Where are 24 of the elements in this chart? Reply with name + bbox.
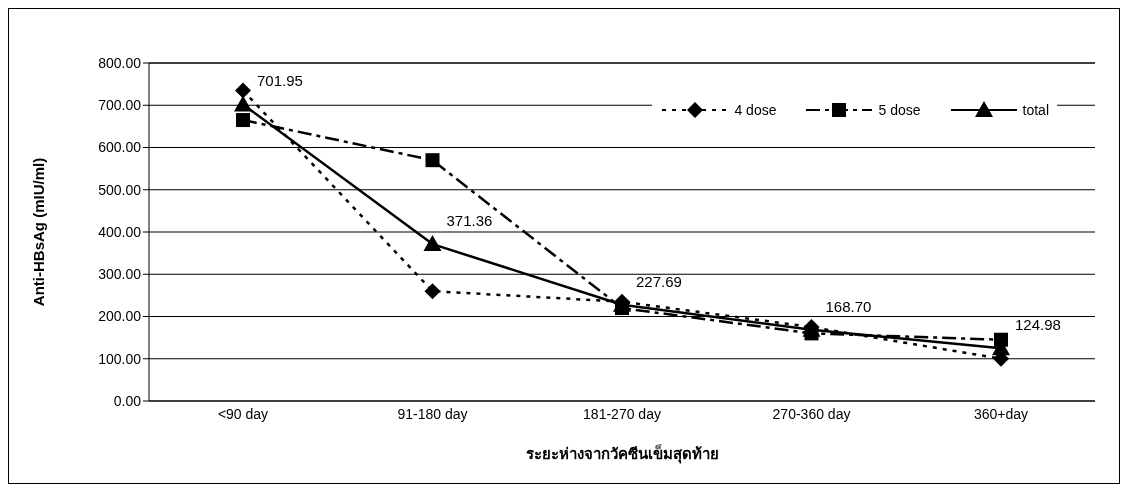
y-tick-label: 700.00 <box>98 97 142 114</box>
x-tick-label: 91-180 day <box>397 405 468 422</box>
x-tick-label: 181-270 day <box>583 405 661 422</box>
x-tick-label: 270-360 day <box>772 405 851 422</box>
y-tick-label: 500.00 <box>98 181 142 198</box>
legend-label: 5 dose <box>878 102 921 118</box>
y-axis-title: Anti-HBsAg (mIU/ml) <box>30 157 48 307</box>
y-tick-label: 100.00 <box>98 350 142 367</box>
y-tick-label: 400.00 <box>98 223 142 240</box>
data-label: 227.69 <box>636 272 682 290</box>
x-tick-label: 360+day <box>973 405 1029 422</box>
y-tick-label: 800.00 <box>98 54 142 71</box>
data-label: 701.95 <box>257 72 303 90</box>
data-label: 371.36 <box>446 212 493 230</box>
y-tick-label: 300.00 <box>98 266 142 283</box>
data-label: 168.70 <box>825 297 872 315</box>
x-tick-label: <90 day <box>217 405 269 422</box>
legend-label: total <box>1022 102 1049 118</box>
data-label: 124.98 <box>1015 316 1061 334</box>
y-tick-label: 200.00 <box>98 308 142 325</box>
y-tick-label: 600.00 <box>98 139 142 156</box>
x-axis-title: ระยะห่างจากวัคซีนเข็มสุดท้าย <box>525 444 719 464</box>
y-tick-label: 0.00 <box>113 392 142 409</box>
legend-label: 4 dose <box>734 102 777 118</box>
